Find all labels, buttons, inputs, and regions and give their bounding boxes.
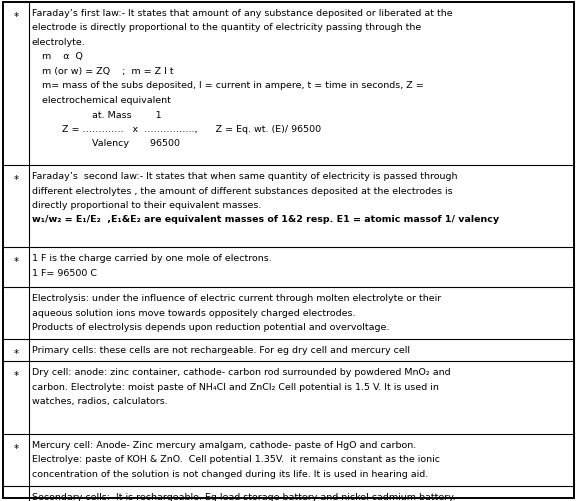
Text: 1 F= 96500 C: 1 F= 96500 C (32, 268, 97, 277)
Text: 1 F is the charge carried by one mole of electrons.: 1 F is the charge carried by one mole of… (32, 254, 271, 263)
Text: *: * (13, 443, 18, 453)
Text: Electrolye: paste of KOH & ZnO.  Cell potential 1.35V.  it remains constant as t: Electrolye: paste of KOH & ZnO. Cell pot… (32, 454, 440, 463)
Text: m (or w) = ZQ    ;  m = Z I t: m (or w) = ZQ ; m = Z I t (42, 67, 173, 76)
Text: Mercury cell: Anode- Zinc mercury amalgam, cathode- paste of HgO and carbon.: Mercury cell: Anode- Zinc mercury amalga… (32, 440, 416, 449)
Text: Products of electrolysis depends upon reduction potential and overvoltage.: Products of electrolysis depends upon re… (32, 322, 389, 331)
Text: *: * (13, 370, 18, 380)
Text: Secondary cells:  It is rechargeable. Eg lead storage battery and nickel cadmium: Secondary cells: It is rechargeable. Eg … (32, 492, 455, 501)
Text: Faraday’s  second law:- It states that when same quantity of electricity is pass: Faraday’s second law:- It states that wh… (32, 172, 457, 181)
Text: electrode is directly proportional to the quantity of electricity passing throug: electrode is directly proportional to th… (32, 24, 421, 33)
Text: electrolyte.: electrolyte. (32, 38, 85, 47)
Text: electrochemical equivalent: electrochemical equivalent (42, 96, 171, 105)
Text: concentration of the solution is not changed during its life. It is used in hear: concentration of the solution is not cha… (32, 469, 428, 478)
Text: w₁/w₂ = E₁/E₂  ,E₁&E₂ are equivalent masses of 1&2 resp. E1 = atomic massof 1/ v: w₁/w₂ = E₁/E₂ ,E₁&E₂ are equivalent mass… (32, 215, 499, 224)
Text: Electrolysis: under the influence of electric current through molten electrolyte: Electrolysis: under the influence of ele… (32, 294, 441, 303)
Text: *: * (13, 348, 18, 358)
Text: Dry cell: anode: zinc container, cathode- carbon rod surrounded by powdered MnO₂: Dry cell: anode: zinc container, cathode… (32, 367, 450, 376)
Text: aqueous solution ions move towards oppositely charged electrodes.: aqueous solution ions move towards oppos… (32, 308, 355, 317)
Text: different electrolytes , the amount of different substances deposited at the ele: different electrolytes , the amount of d… (32, 186, 452, 195)
Text: Z = ………….   x  …………….,      Z = Eq. wt. (E)/ 96500: Z = …………. x ……………., Z = Eq. wt. (E)/ 965… (62, 125, 321, 134)
Text: at. Mass        1: at. Mass 1 (92, 110, 162, 119)
Text: *: * (13, 175, 18, 185)
Text: watches, radios, calculators.: watches, radios, calculators. (32, 396, 167, 405)
Text: Faraday’s first law:- It states that amount of any substance deposited or libera: Faraday’s first law:- It states that amo… (32, 9, 452, 18)
Text: carbon. Electrolyte: moist paste of NH₄Cl and ZnCl₂ Cell potential is 1.5 V. It : carbon. Electrolyte: moist paste of NH₄C… (32, 382, 439, 391)
Text: m= mass of the subs deposited, I = current in ampere, t = time in seconds, Z =: m= mass of the subs deposited, I = curre… (42, 81, 424, 90)
Text: Primary cells: these cells are not rechargeable. For eg dry cell and mercury cel: Primary cells: these cells are not recha… (32, 345, 410, 354)
Text: *: * (13, 257, 18, 267)
Text: m    α  Q: m α Q (42, 53, 83, 62)
Text: directly proportional to their equivalent masses.: directly proportional to their equivalen… (32, 200, 261, 209)
Text: Valency       96500: Valency 96500 (92, 139, 179, 148)
Text: *: * (13, 12, 18, 22)
